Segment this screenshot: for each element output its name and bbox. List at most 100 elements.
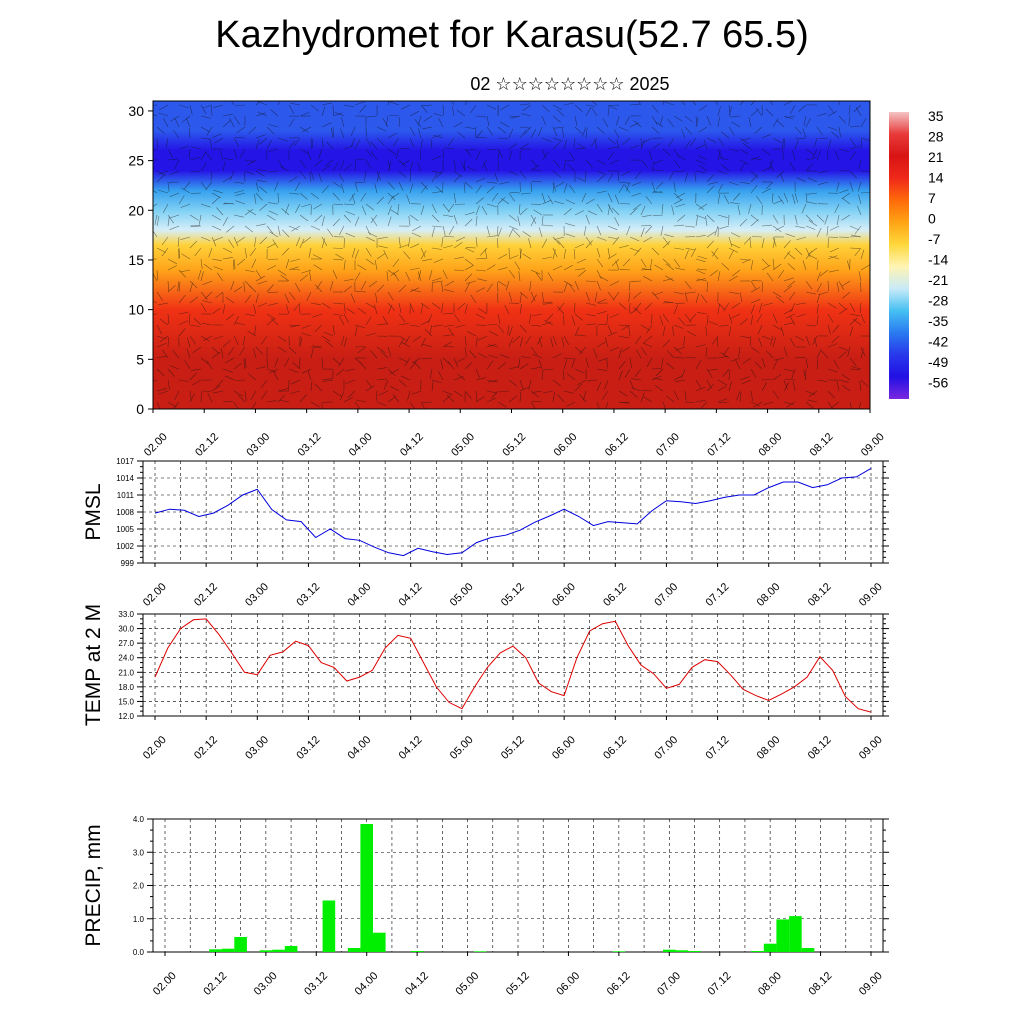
wind-barb: [673, 224, 685, 227]
wind-barb: [255, 293, 259, 304]
wind-barb: [855, 107, 862, 117]
wind-barb: [632, 203, 642, 211]
wind-barb: [332, 258, 343, 261]
wind-barb: [838, 126, 841, 137]
wind-barb: [585, 313, 596, 317]
wind-barb: [530, 217, 536, 227]
heatmap-xtick-label: 04.12: [398, 431, 426, 459]
precip-bar: [322, 900, 336, 952]
wind-barb: [332, 269, 338, 280]
ytick-label: 1017: [116, 457, 134, 466]
wind-barb: [579, 394, 587, 403]
wind-barb: [695, 216, 698, 227]
wind-barb: [563, 359, 568, 370]
wind-barb: [750, 109, 759, 117]
wind-barb: [757, 324, 763, 335]
colorbar-label: -7: [928, 231, 941, 247]
wind-barb: [594, 139, 598, 150]
wind-barb: [772, 313, 778, 324]
wind-barb: [499, 181, 510, 185]
wind-barb: [398, 170, 407, 178]
wind-barb: [664, 301, 675, 304]
wind-barb: [464, 304, 468, 315]
wind-barb: [706, 383, 715, 392]
wind-barb: [609, 346, 620, 352]
wind-barb: [687, 331, 697, 337]
wind-barb: [156, 269, 159, 281]
wind-barb: [422, 126, 433, 130]
wind-barb: [200, 203, 211, 208]
wind-barb: [643, 137, 653, 144]
wind-barb: [494, 172, 499, 183]
xtick-label: 05.12: [504, 970, 532, 998]
wind-barb: [448, 327, 455, 337]
wind-barb: [181, 187, 191, 194]
wind-barb: [552, 335, 557, 346]
wind-barb: [463, 182, 466, 194]
wind-barb: [717, 385, 727, 392]
wind-barb: [611, 207, 620, 216]
wind-barb: [508, 395, 518, 403]
wind-barb: [519, 207, 528, 216]
wind-barb: [189, 104, 193, 115]
wind-barb: [153, 379, 158, 382]
wind-barb: [329, 280, 334, 291]
wind-barb: [541, 369, 544, 381]
wind-barb: [748, 117, 752, 128]
wind-barb: [343, 164, 352, 172]
wind-barb: [785, 115, 796, 119]
wind-barb: [792, 381, 796, 392]
wind-barb: [374, 183, 378, 194]
wind-barb: [200, 258, 203, 269]
wind-barb: [153, 148, 158, 151]
wind-barb: [272, 239, 279, 249]
wind-barb: [288, 140, 296, 150]
wind-barb: [849, 302, 856, 312]
wind-barb: [313, 264, 323, 271]
wind-barb: [225, 357, 235, 364]
wind-barb: [453, 390, 463, 397]
wind-barb: [398, 379, 407, 387]
wind-barb: [796, 177, 807, 183]
wind-barb: [267, 291, 279, 294]
wind-barb: [310, 346, 321, 349]
wind-barb: [400, 104, 411, 110]
wind-barb: [607, 236, 618, 240]
wind-barb: [189, 225, 201, 227]
wind-barb: [478, 352, 488, 359]
wind-barb: [596, 280, 601, 291]
wind-barb: [403, 251, 411, 260]
wind-barb: [836, 181, 840, 192]
wind-barb: [827, 324, 831, 335]
wind-barb: [813, 137, 818, 148]
wind-barb: [409, 287, 420, 293]
wind-barb: [222, 304, 226, 315]
wind-barb: [431, 381, 434, 392]
precip-bar: [209, 949, 222, 952]
wind-barb: [398, 181, 404, 192]
chart-subtitle: 02 ☆☆☆☆☆☆☆☆ 2025: [470, 74, 670, 94]
wind-barb: [288, 225, 299, 231]
wind-barb: [257, 180, 268, 183]
wind-barb: [279, 399, 290, 403]
wind-barb: [219, 150, 224, 161]
wind-barb: [420, 247, 426, 258]
wind-barb: [409, 110, 419, 117]
series-line: [154, 618, 872, 713]
wind-barb: [475, 184, 483, 194]
wind-barb: [332, 218, 341, 227]
wind-barb: [156, 126, 165, 134]
wind-barb: [420, 302, 430, 310]
wind-barb: [519, 103, 530, 106]
wind-barb: [579, 346, 587, 355]
heatmap-xtick-label: 08.12: [808, 431, 836, 459]
wind-barb: [730, 243, 741, 249]
wind-barb: [411, 289, 422, 293]
wind-barb: [178, 311, 189, 315]
wind-barb: [207, 392, 213, 403]
wind-barb: [518, 271, 521, 282]
wind-barb: [634, 247, 642, 256]
wind-barb: [728, 126, 735, 136]
wind-barb: [838, 189, 849, 194]
wind-barb: [440, 359, 444, 370]
